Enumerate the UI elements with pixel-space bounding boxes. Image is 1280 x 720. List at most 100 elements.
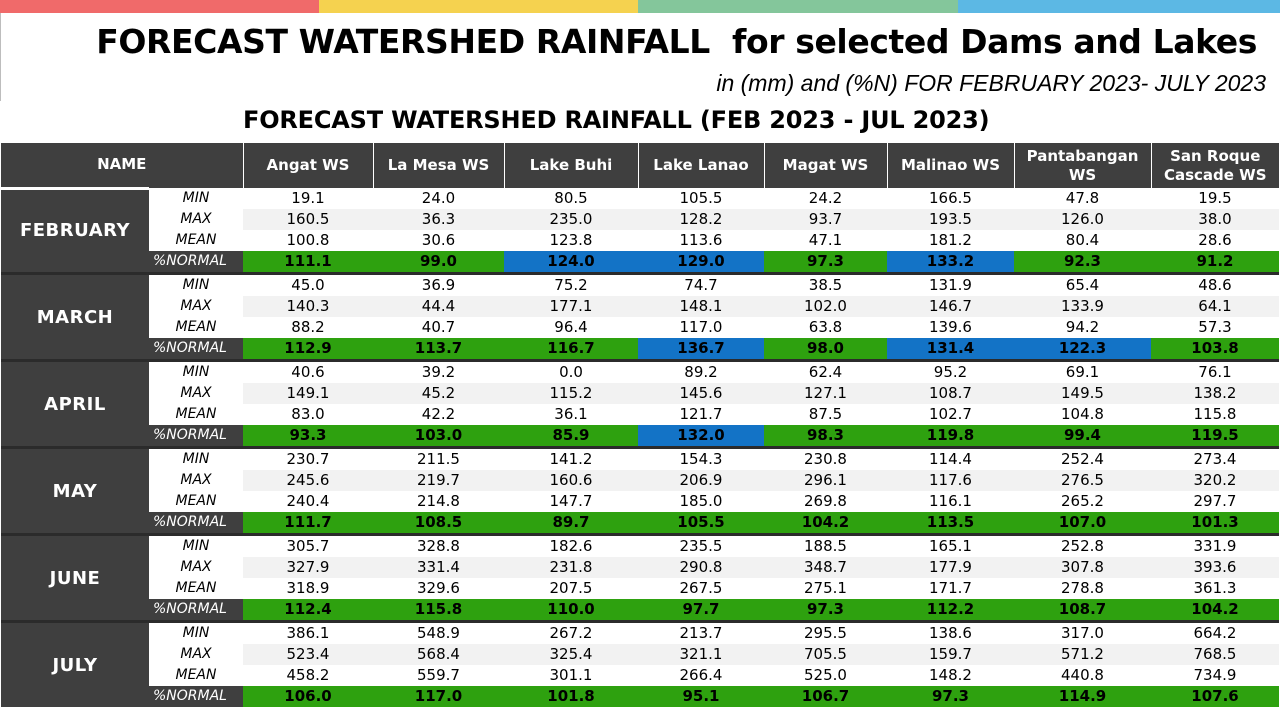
- value-cell: 230.8: [764, 446, 887, 470]
- value-cell: 252.8: [1014, 533, 1151, 557]
- value-cell: 148.1: [638, 296, 764, 317]
- percent-normal-cell: 99.0: [373, 251, 504, 274]
- value-cell: 133.9: [1014, 296, 1151, 317]
- value-cell: 19.5: [1198, 189, 1232, 207]
- value-cell: 96.4: [554, 318, 588, 336]
- value-cell: 393.6: [1151, 557, 1279, 578]
- value-cell: 36.9: [373, 272, 504, 296]
- value-cell: 138.6: [887, 620, 1014, 644]
- value-cell: 219.7: [373, 470, 504, 491]
- value-cell: 45.2: [373, 383, 504, 404]
- value-cell: 24.2: [808, 189, 843, 207]
- value-cell: 94.2: [1065, 318, 1100, 336]
- month-label: FEBRUARY: [1, 186, 149, 274]
- value-cell: 252.4: [1014, 446, 1151, 470]
- row-label-normal: %NORMAL: [149, 512, 243, 535]
- table-row: %NORMAL 111.7 108.5 89.7 105.5 104.2 113.5 107.…: [1, 512, 1279, 535]
- value-cell: 548.9: [373, 620, 504, 644]
- table-row: MAX 327.9 331.4 231.8 290.8 348.7 177.9 307.8 39…: [1, 557, 1279, 578]
- value-cell: 568.4: [373, 644, 504, 665]
- value-cell: 115.2: [504, 383, 638, 404]
- row-label-min: MIN: [149, 446, 243, 470]
- value-cell: 177.9: [887, 557, 1014, 578]
- table-row: %NORMAL 112.4 115.8 110.0 97.7 97.3 112.2 108.7…: [1, 599, 1279, 622]
- row-label-max: MAX: [149, 470, 243, 491]
- value-cell: 95.2: [887, 359, 1014, 383]
- value-cell: 63.8: [808, 318, 843, 336]
- value-cell: 88.2: [291, 318, 325, 336]
- percent-normal-cell: 101.8: [504, 686, 638, 707]
- month-label: JULY: [1, 620, 149, 707]
- percent-normal-cell: 103.8: [1151, 338, 1279, 361]
- page-title: FORECAST WATERSHED RAINFALL for selected…: [96, 22, 1257, 61]
- percent-normal-cell: 111.1: [243, 251, 373, 274]
- left-divider: [0, 13, 1, 101]
- percent-normal-cell: 101.3: [1151, 512, 1279, 535]
- row-label-mean: MEAN: [149, 578, 243, 599]
- value-cell: 235.0: [504, 209, 638, 230]
- value-cell: 231.8: [504, 557, 638, 578]
- value-cell: 301.1: [549, 666, 593, 684]
- color-stripe-blue: [958, 0, 1280, 13]
- value-cell: 39.2: [373, 359, 504, 383]
- value-cell: 40.7: [421, 318, 456, 336]
- rainfall-table: NAME Angat WS La Mesa WS Lake Buhi Lake …: [1, 143, 1279, 707]
- value-cell: 361.3: [1193, 579, 1237, 597]
- column-header-malinao: Malinao WS: [886, 143, 1014, 188]
- value-cell: 62.4: [764, 359, 887, 383]
- header-row: NAME Angat WS La Mesa WS Lake Buhi Lake …: [1, 143, 1279, 188]
- value-cell: 76.1: [1151, 359, 1279, 383]
- value-cell: 121.7: [679, 405, 723, 423]
- value-cell: 28.6: [1198, 231, 1232, 249]
- table-body: FEBRUARY MIN 19.1 24.0 80.5 105.5 24.2 166.5 47.…: [1, 186, 1279, 707]
- value-cell: 213.7: [638, 620, 764, 644]
- month-label: MARCH: [1, 272, 149, 361]
- value-cell: 146.7: [887, 296, 1014, 317]
- table-row: %NORMAL 106.0 117.0 101.8 95.1 106.7 97.3 114.9…: [1, 686, 1279, 707]
- color-stripe-yellow: [319, 0, 638, 13]
- value-cell: 331.9: [1151, 533, 1279, 557]
- table-row: MAX 160.5 36.3 235.0 128.2 93.7 193.5 126.0 38.0: [1, 209, 1279, 230]
- percent-normal-cell: 112.9: [243, 338, 373, 361]
- table-row: MEAN 83.0 42.2 36.1 121.7 87.5 102.7 104.8 115.8: [1, 404, 1279, 425]
- percent-normal-cell: 95.1: [638, 686, 764, 707]
- value-cell: 166.5: [929, 189, 972, 207]
- value-cell: 182.6: [504, 533, 638, 557]
- percent-normal-cell: 92.3: [1014, 251, 1151, 274]
- value-cell: 0.0: [504, 359, 638, 383]
- value-cell: 108.7: [887, 383, 1014, 404]
- percent-normal-cell: 136.7: [638, 338, 764, 361]
- value-cell: 141.2: [504, 446, 638, 470]
- row-label-normal: %NORMAL: [149, 338, 243, 361]
- percent-normal-cell: 89.7: [504, 512, 638, 535]
- value-cell: 40.6: [243, 359, 373, 383]
- row-label-min: MIN: [149, 533, 243, 557]
- percent-normal-cell: 97.3: [764, 599, 887, 622]
- percent-normal-cell: 113.5: [887, 512, 1014, 535]
- value-cell: 117.0: [679, 318, 723, 336]
- percent-normal-cell: 112.4: [243, 599, 373, 622]
- value-cell: 159.7: [887, 644, 1014, 665]
- month-label: MAY: [1, 446, 149, 535]
- value-cell: 276.5: [1014, 470, 1151, 491]
- value-cell: 65.4: [1014, 272, 1151, 296]
- column-header-pantabangan: Pantabangan WS: [1013, 143, 1151, 188]
- value-cell: 149.5: [1014, 383, 1151, 404]
- row-label-max: MAX: [149, 209, 243, 230]
- percent-normal-cell: 98.3: [764, 425, 887, 448]
- value-cell: 160.5: [243, 209, 373, 230]
- value-cell: 47.1: [808, 231, 843, 249]
- percent-normal-cell: 107.0: [1014, 512, 1151, 535]
- value-cell: 113.6: [679, 231, 723, 249]
- percent-normal-cell: 103.0: [373, 425, 504, 448]
- row-label-normal: %NORMAL: [149, 251, 243, 274]
- column-header-la-mesa: La Mesa WS: [372, 143, 504, 188]
- value-cell: 305.7: [243, 533, 373, 557]
- percent-normal-cell: 110.0: [504, 599, 638, 622]
- percent-normal-cell: 106.7: [764, 686, 887, 707]
- value-cell: 177.1: [504, 296, 638, 317]
- value-cell: 145.6: [638, 383, 764, 404]
- table-row: MEAN 100.8 30.6 123.8 113.6 47.1 181.2 80.4 28.6: [1, 230, 1279, 251]
- percent-normal-cell: 114.9: [1014, 686, 1151, 707]
- row-label-min: MIN: [149, 359, 243, 383]
